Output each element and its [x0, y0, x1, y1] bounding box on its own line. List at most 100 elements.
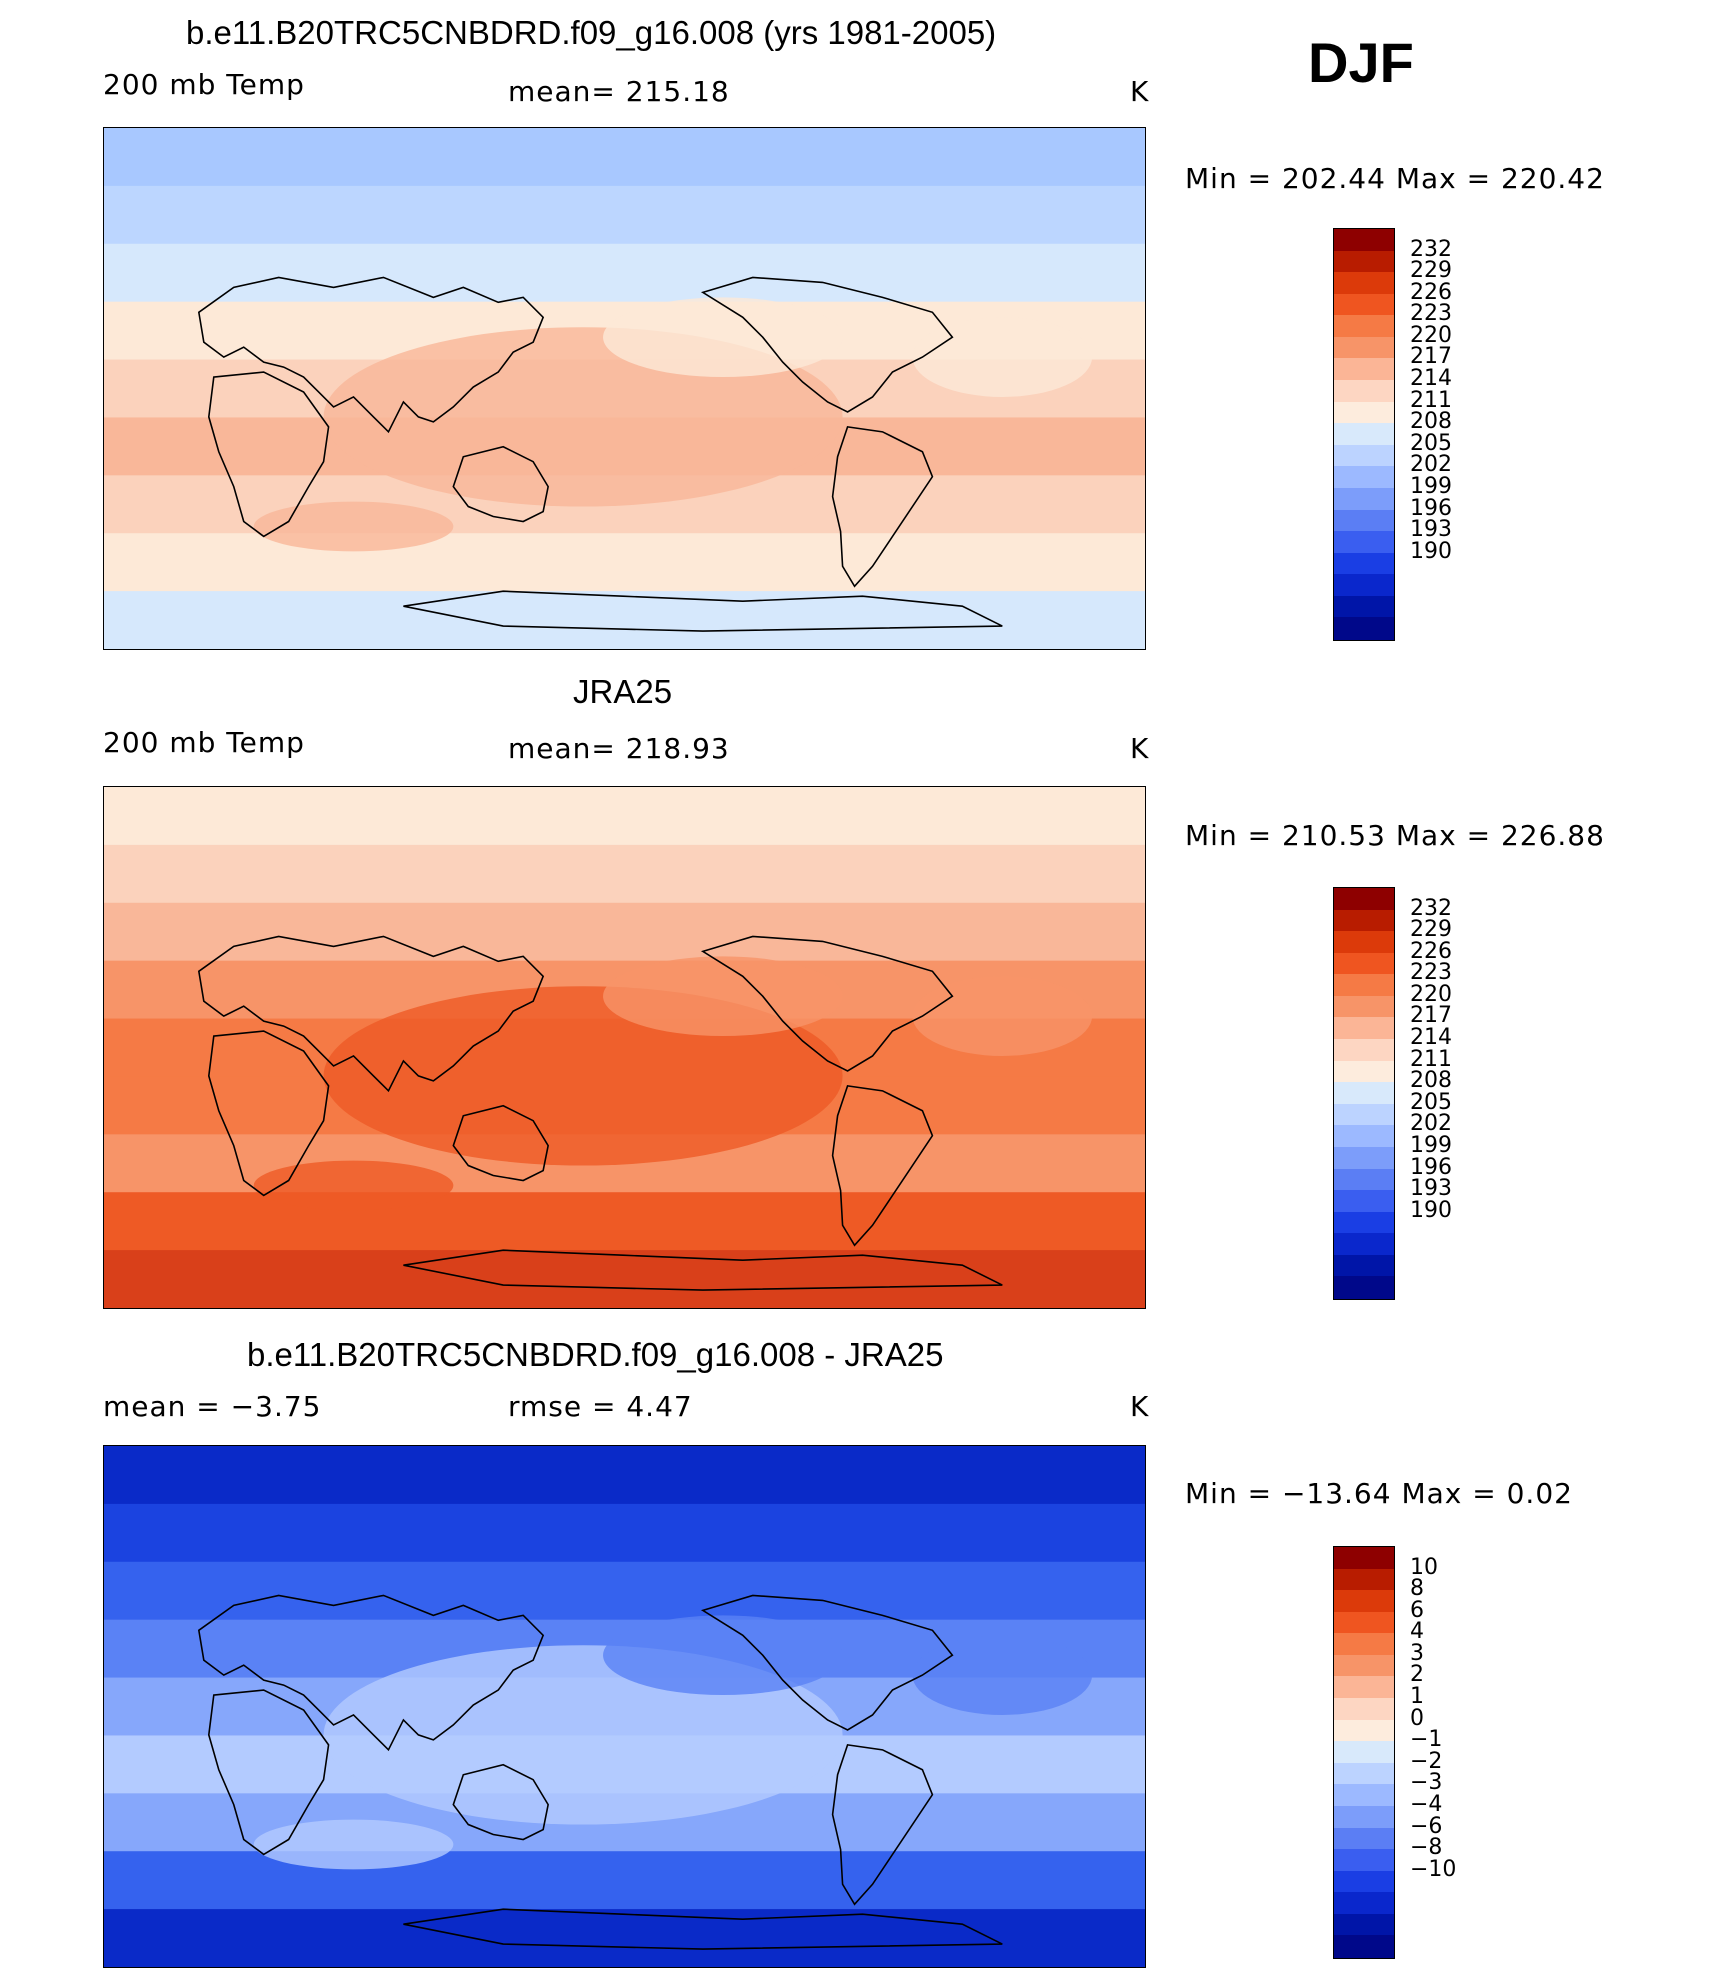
coastline	[831, 1743, 934, 1906]
colorbar-swatch	[1334, 1039, 1394, 1062]
colorbar-swatch	[1334, 1211, 1394, 1234]
colorbar-tick-label: 190	[1410, 538, 1452, 564]
colorbar-tick-label: 226	[1410, 279, 1452, 305]
field-anomaly-blob	[912, 976, 1093, 1056]
colorbar-tick-label: 232	[1410, 895, 1452, 921]
colorbar-swatch	[1334, 1849, 1394, 1872]
temperature-band	[104, 591, 1145, 649]
colorbar-swatch	[1334, 595, 1394, 618]
colorbar-swatch	[1334, 574, 1394, 597]
colorbar-swatch	[1334, 1698, 1394, 1721]
coastline	[207, 1030, 330, 1197]
temperature-band	[104, 243, 1145, 303]
colorbar-tick-label: 223	[1410, 960, 1452, 986]
colorbar-tick-label: −10	[1410, 1856, 1457, 1882]
colorbar-tick-label: 217	[1410, 1003, 1452, 1029]
temperature-band	[104, 844, 1145, 904]
colorbar-swatch	[1334, 1676, 1394, 1699]
panel-1-unit: K	[1130, 75, 1150, 108]
colorbar-tick-label: 202	[1410, 452, 1452, 478]
panel-2-variable-label: 200 mb Temp	[103, 726, 305, 759]
colorbar-tick-label: 214	[1410, 366, 1452, 392]
colorbar-tick-label: 220	[1410, 981, 1452, 1007]
coastline	[452, 445, 549, 523]
panel-3-unit: K	[1130, 1390, 1150, 1423]
colorbar-tick-label: 229	[1410, 258, 1452, 284]
colorbar-swatch	[1334, 931, 1394, 954]
temperature-band	[104, 1250, 1145, 1308]
colorbar-swatch	[1334, 1611, 1394, 1634]
colorbar-swatch	[1334, 1762, 1394, 1785]
colorbar-swatch	[1334, 293, 1394, 316]
panel-1-mean-label: mean= 215.18	[508, 75, 730, 108]
colorbar-tick-label: 229	[1410, 917, 1452, 943]
colorbar-swatch	[1334, 1590, 1394, 1613]
colorbar-swatch	[1334, 444, 1394, 467]
colorbar-swatch	[1334, 401, 1394, 424]
colorbar-tick-label: 214	[1410, 1025, 1452, 1051]
temperature-band	[104, 902, 1145, 962]
colorbar-swatch	[1334, 1103, 1394, 1126]
colorbar-tick-label: 205	[1410, 430, 1452, 456]
panel-2-title: JRA25	[573, 673, 673, 710]
coastline	[403, 1908, 1003, 1950]
colorbar-swatch	[1334, 1190, 1394, 1213]
field-anomaly-blob	[253, 501, 454, 552]
temperature-band	[104, 1446, 1145, 1505]
coastline	[831, 425, 934, 588]
colorbar-tick-label: −3	[1410, 1770, 1443, 1796]
colorbar-swatch	[1334, 509, 1394, 532]
colorbar-tick-label: 10	[1410, 1554, 1438, 1580]
colorbar-swatch	[1334, 1827, 1394, 1850]
colorbar-tick-label: 4	[1410, 1619, 1424, 1645]
coastline	[197, 276, 545, 434]
season-label: DJF	[1308, 31, 1414, 94]
coastline	[403, 590, 1003, 632]
colorbar-swatch	[1334, 315, 1394, 338]
colorbar-swatch	[1334, 1276, 1394, 1299]
panel-2-map	[103, 786, 1146, 1309]
colorbar-swatch	[1334, 1168, 1394, 1191]
coastline	[207, 1689, 330, 1856]
colorbar-swatch	[1334, 552, 1394, 575]
panel-1-colorbar	[1333, 228, 1395, 641]
colorbar-tick-label: 193	[1410, 1176, 1452, 1202]
field-anomaly-blob	[253, 1160, 454, 1211]
colorbar-swatch	[1334, 974, 1394, 997]
colorbar-tick-label: 232	[1410, 236, 1452, 262]
colorbar-swatch	[1334, 229, 1394, 252]
colorbar-tick-label: −2	[1410, 1748, 1443, 1774]
colorbar-swatch	[1334, 1254, 1394, 1277]
temperature-band	[104, 533, 1145, 593]
colorbar-swatch	[1334, 1082, 1394, 1105]
coastline	[831, 1084, 934, 1247]
colorbar-tick-label: 199	[1410, 1132, 1452, 1158]
colorbar-tick-label: 3	[1410, 1640, 1424, 1666]
colorbar-swatch	[1334, 380, 1394, 403]
coastline	[700, 1594, 954, 1731]
colorbar-swatch	[1334, 995, 1394, 1019]
colorbar-swatch	[1334, 1654, 1394, 1678]
colorbar-swatch	[1334, 358, 1394, 381]
temperature-band	[104, 1909, 1145, 1967]
colorbar-swatch	[1334, 1146, 1394, 1170]
colorbar-swatch	[1334, 1805, 1394, 1829]
colorbar-swatch	[1334, 487, 1394, 511]
temperature-band	[104, 1851, 1145, 1911]
panel-2-colorbar	[1333, 887, 1395, 1300]
coastline	[700, 935, 954, 1072]
colorbar-swatch	[1334, 1060, 1394, 1083]
colorbar-swatch	[1334, 888, 1394, 911]
colorbar-swatch	[1334, 1547, 1394, 1570]
colorbar-tick-label: 196	[1410, 1154, 1452, 1180]
colorbar-swatch	[1334, 1892, 1394, 1915]
panel-2-unit: K	[1130, 732, 1150, 765]
colorbar-swatch	[1334, 952, 1394, 975]
colorbar-tick-label: −4	[1410, 1791, 1443, 1817]
colorbar-tick-label: 220	[1410, 322, 1452, 348]
colorbar-tick-label: 202	[1410, 1111, 1452, 1137]
colorbar-swatch	[1334, 1913, 1394, 1936]
colorbar-swatch	[1334, 250, 1394, 273]
colorbar-swatch	[1334, 617, 1394, 640]
colorbar-tick-label: 0	[1410, 1705, 1424, 1731]
